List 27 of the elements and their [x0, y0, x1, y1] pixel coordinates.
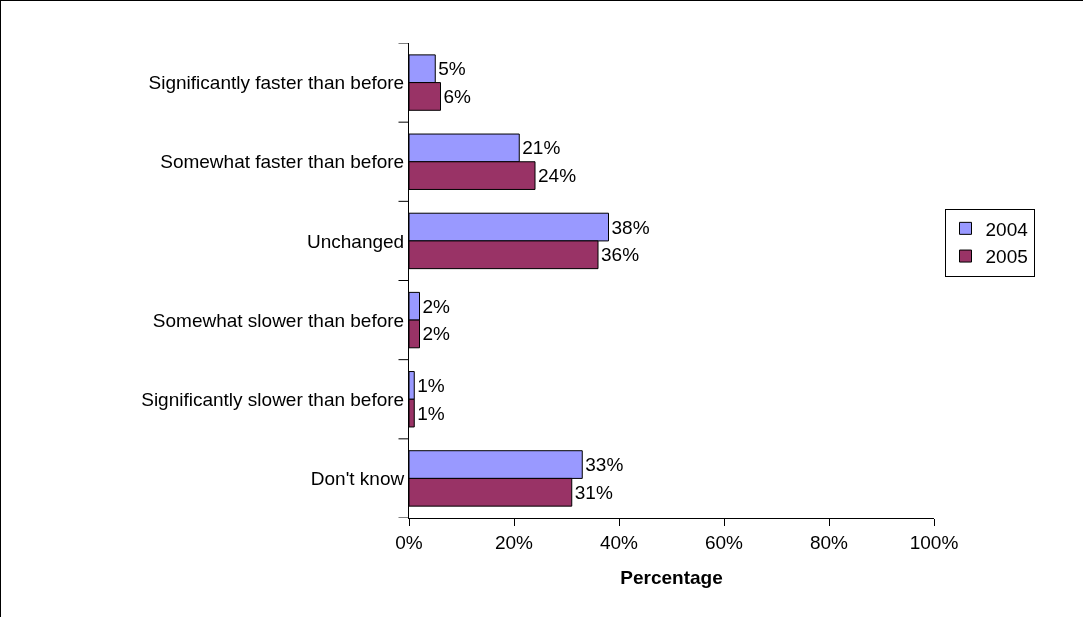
y-tick-label: Somewhat slower than before: [152, 309, 405, 331]
data-label: 2%: [422, 323, 451, 345]
x-tick-label: 60%: [704, 531, 744, 553]
data-label: 31%: [574, 481, 613, 503]
y-tick-label: Significantly slower than before: [141, 388, 405, 410]
data-label: 1%: [417, 402, 445, 424]
x-tick-label: 20%: [494, 531, 534, 553]
x-tick-label: 100%: [909, 531, 959, 553]
x-tick-label: 40%: [599, 531, 639, 553]
x-tick-label: 0%: [395, 531, 423, 553]
data-label: 36%: [601, 244, 640, 266]
data-label: 2%: [422, 295, 451, 317]
x-tick-label: 80%: [809, 531, 849, 553]
x-axis-title: Percentage: [620, 566, 723, 588]
data-label: 21%: [522, 137, 561, 159]
data-label: 38%: [611, 216, 650, 238]
legend-label: 2004: [985, 218, 1029, 240]
data-label: 6%: [443, 85, 472, 107]
y-tick-label: Don't know: [310, 468, 405, 490]
y-tick-label: Unchanged: [307, 230, 405, 252]
data-label: 24%: [538, 165, 577, 187]
legend-label: 2005: [985, 246, 1028, 268]
data-label: 33%: [585, 454, 624, 476]
y-tick-label: Significantly faster than before: [148, 72, 405, 94]
y-tick-label: Somewhat faster than before: [160, 151, 405, 173]
data-label: 1%: [417, 374, 445, 396]
data-label: 5%: [438, 58, 466, 80]
